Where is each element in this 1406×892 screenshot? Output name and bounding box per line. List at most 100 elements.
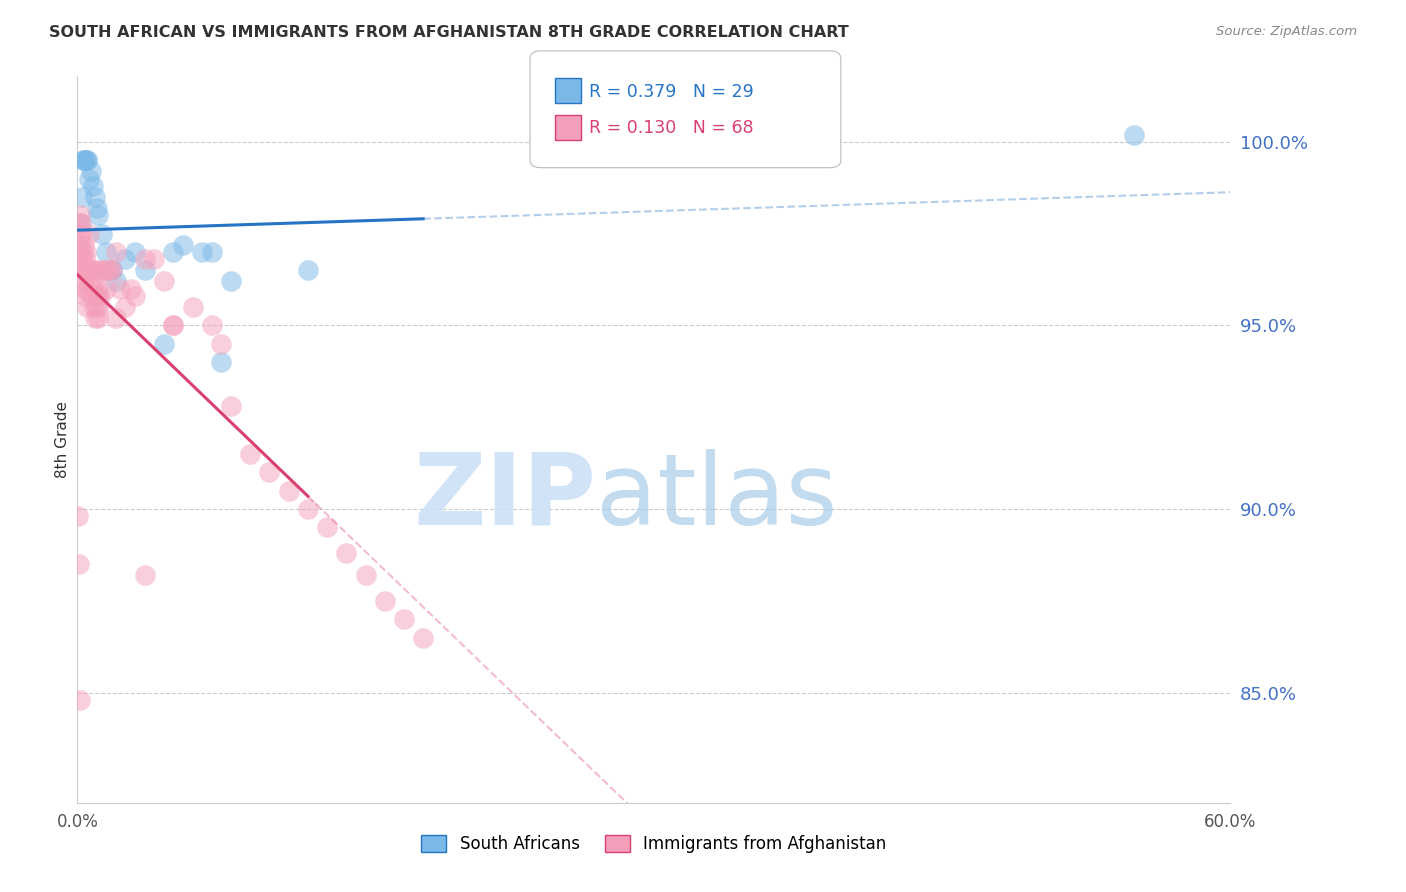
Point <box>77 227 100 241</box>
Point <box>82 178 104 193</box>
Point <box>67 557 90 571</box>
Text: R = 0.379   N = 29: R = 0.379 N = 29 <box>589 83 754 101</box>
Point <box>86 201 108 215</box>
Point <box>93 263 115 277</box>
Point <box>277 483 299 498</box>
Point <box>89 289 111 303</box>
Point <box>70 252 93 267</box>
Point <box>77 263 100 277</box>
Point <box>96 245 117 260</box>
Point <box>69 208 91 222</box>
Text: Source: ZipAtlas.com: Source: ZipAtlas.com <box>1216 25 1357 38</box>
Point <box>76 263 98 277</box>
Point <box>73 237 96 252</box>
Point <box>392 612 415 626</box>
Point <box>79 275 101 289</box>
Legend: South Africans, Immigrants from Afghanistan: South Africans, Immigrants from Afghanis… <box>415 829 893 860</box>
Point <box>67 216 90 230</box>
Point <box>70 190 93 204</box>
Point <box>114 252 136 267</box>
Point <box>101 263 124 277</box>
Text: SOUTH AFRICAN VS IMMIGRANTS FROM AFGHANISTAN 8TH GRADE CORRELATION CHART: SOUTH AFRICAN VS IMMIGRANTS FROM AFGHANI… <box>49 25 849 40</box>
Point <box>83 263 105 277</box>
Point <box>83 190 105 204</box>
Point <box>76 153 98 168</box>
Point <box>143 252 166 267</box>
Point <box>73 252 96 267</box>
Point <box>297 502 319 516</box>
Point <box>259 466 281 480</box>
Point <box>70 227 93 241</box>
Point <box>124 289 146 303</box>
Point <box>69 216 91 230</box>
Point <box>87 289 110 303</box>
Point <box>80 164 103 178</box>
Point <box>77 171 100 186</box>
Point <box>75 245 97 260</box>
Point <box>201 318 224 333</box>
Point <box>162 318 184 333</box>
Point <box>98 263 121 277</box>
Point <box>191 245 214 260</box>
Point <box>104 275 127 289</box>
Point <box>86 263 108 277</box>
Point <box>77 263 100 277</box>
Point <box>89 300 111 314</box>
Point <box>124 245 146 260</box>
Point <box>134 263 156 277</box>
Point <box>335 546 357 560</box>
Point <box>114 300 136 314</box>
Point <box>70 216 93 230</box>
Point <box>108 282 131 296</box>
Point <box>76 300 98 314</box>
Point <box>152 336 174 351</box>
Point <box>97 263 120 277</box>
Point <box>73 153 96 168</box>
Point <box>134 568 156 582</box>
Point <box>72 153 94 168</box>
Point <box>72 275 94 289</box>
Point <box>297 263 319 277</box>
Point <box>73 282 96 296</box>
Point <box>91 263 114 277</box>
Point <box>84 289 107 303</box>
Point <box>86 300 108 314</box>
Point <box>67 237 90 252</box>
Point <box>134 252 156 267</box>
Point <box>67 263 90 277</box>
Text: atlas: atlas <box>596 449 838 546</box>
Point <box>152 275 174 289</box>
Point <box>172 237 194 252</box>
Point <box>201 245 224 260</box>
Point <box>80 263 103 277</box>
Point <box>1123 128 1146 142</box>
Point <box>104 311 127 326</box>
Point <box>96 282 117 296</box>
Point <box>316 520 339 534</box>
Point <box>87 208 110 222</box>
Point <box>181 300 204 314</box>
Point <box>162 245 184 260</box>
Point <box>70 263 93 277</box>
Point <box>354 568 377 582</box>
Point <box>219 399 242 413</box>
Point <box>73 153 96 168</box>
Point <box>73 289 96 303</box>
Point <box>86 282 108 296</box>
Point <box>239 447 262 461</box>
Text: R = 0.130   N = 68: R = 0.130 N = 68 <box>589 119 754 136</box>
Point <box>75 282 97 296</box>
Point <box>120 282 142 296</box>
Point <box>69 245 91 260</box>
Point <box>211 355 233 369</box>
Point <box>211 336 233 351</box>
Point <box>104 245 127 260</box>
Point <box>80 289 103 303</box>
Point <box>162 318 184 333</box>
Point <box>374 594 396 608</box>
Point <box>91 227 114 241</box>
Point <box>101 263 124 277</box>
Point <box>72 245 94 260</box>
Point <box>82 282 104 296</box>
Text: ZIP: ZIP <box>413 449 596 546</box>
